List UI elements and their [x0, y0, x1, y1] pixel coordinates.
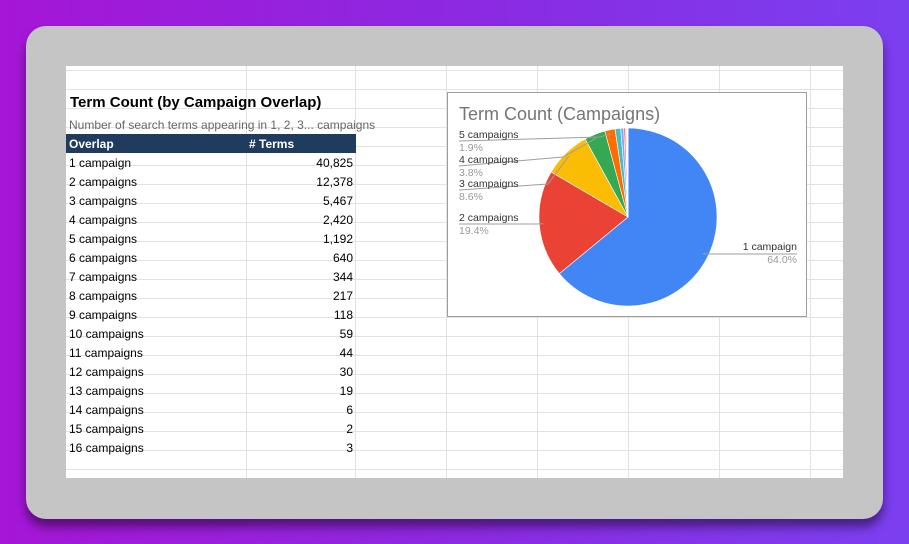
slice-percent: 3.8% — [459, 167, 483, 179]
slice-percent: 19.4% — [459, 225, 489, 237]
row-overlap: 10 campaigns — [69, 327, 144, 341]
slice-label: 3 campaigns — [459, 178, 519, 190]
table-row[interactable]: 9 campaigns 118 — [66, 305, 356, 324]
table-row[interactable]: 5 campaigns 1,192 — [66, 229, 356, 248]
table-row[interactable]: 8 campaigns 217 — [66, 286, 356, 305]
slice-percent: 64.0% — [767, 254, 797, 266]
row-overlap: 14 campaigns — [69, 403, 144, 417]
table-header: Overlap # Terms — [66, 134, 356, 153]
leader-line — [702, 252, 797, 255]
table-row[interactable]: 3 campaigns 5,467 — [66, 191, 356, 210]
leader-line — [458, 133, 611, 142]
row-overlap: 6 campaigns — [69, 251, 138, 265]
chart-title: Term Count (Campaigns) — [459, 104, 660, 124]
table-row[interactable]: 7 campaigns 344 — [66, 267, 356, 286]
slice-label: 2 campaigns — [459, 212, 519, 224]
row-terms: 118 — [333, 308, 353, 322]
table-title: Term Count (by Campaign Overlap) — [70, 94, 322, 111]
row-terms: 59 — [339, 327, 353, 341]
row-overlap: 1 campaign — [69, 156, 132, 170]
row-overlap: 4 campaigns — [69, 213, 138, 227]
table-row[interactable]: 1 campaign 40,825 — [66, 153, 356, 172]
row-terms: 19 — [339, 384, 353, 398]
table-row[interactable]: 16 campaigns 3 — [66, 438, 356, 457]
table-row[interactable]: 13 campaigns 19 — [66, 381, 356, 400]
row-overlap: 2 campaigns — [69, 175, 138, 189]
row-terms: 3 — [346, 441, 353, 455]
row-terms: 2,420 — [322, 213, 353, 227]
slice-label: 5 campaigns — [459, 129, 519, 141]
row-terms: 2 — [346, 422, 353, 436]
header-overlap: Overlap — [69, 137, 114, 151]
spreadsheet: Term Count (by Campaign Overlap) Number … — [66, 66, 843, 478]
table-row[interactable]: 12 campaigns 30 — [66, 362, 356, 381]
row-overlap: 12 campaigns — [69, 365, 144, 379]
leader-line — [458, 137, 597, 167]
pie-chart[interactable]: Term Count (Campaigns) 1 campaign 64.0% 2 c… — [447, 92, 807, 317]
row-terms: 1,192 — [322, 232, 353, 246]
table-row[interactable]: 6 campaigns 640 — [66, 248, 356, 267]
slice-percent: 8.6% — [459, 191, 483, 203]
row-overlap: 5 campaigns — [69, 232, 138, 246]
row-terms: 44 — [339, 346, 353, 360]
row-overlap: 11 campaigns — [69, 346, 143, 360]
pie-slice[interactable] — [558, 127, 718, 307]
row-terms: 30 — [339, 365, 353, 379]
slice-label: 1 campaign — [743, 241, 797, 253]
table-row[interactable]: 14 campaigns 6 — [66, 400, 356, 419]
row-overlap: 13 campaigns — [69, 384, 144, 398]
row-overlap: 16 campaigns — [69, 441, 144, 455]
row-terms: 344 — [332, 270, 353, 284]
table-row[interactable]: 15 campaigns 2 — [66, 419, 356, 438]
table-subtitle: Number of search terms appearing in 1, 2… — [69, 118, 376, 132]
row-terms: 640 — [332, 251, 353, 265]
table-row[interactable]: 10 campaigns 59 — [66, 324, 356, 343]
row-overlap: 15 campaigns — [69, 422, 144, 436]
row-terms: 6 — [346, 403, 353, 417]
header-terms: # Terms — [249, 137, 295, 151]
leader-line — [458, 155, 570, 191]
row-overlap: 8 campaigns — [69, 289, 138, 303]
row-overlap: 7 campaigns — [69, 270, 138, 284]
row-terms: 217 — [332, 289, 353, 303]
row-terms: 5,467 — [322, 194, 353, 208]
table-row[interactable]: 2 campaigns 12,378 — [66, 172, 356, 191]
row-terms: 40,825 — [316, 156, 353, 170]
slice-percent: 1.9% — [459, 142, 483, 154]
table-row[interactable]: 4 campaigns 2,420 — [66, 210, 356, 229]
table-row[interactable]: 11 campaigns 44 — [66, 343, 356, 362]
slice-label: 4 campaigns — [459, 154, 519, 166]
row-overlap: 3 campaigns — [69, 194, 138, 208]
row-overlap: 9 campaigns — [69, 308, 138, 322]
row-terms: 12,378 — [316, 175, 353, 189]
